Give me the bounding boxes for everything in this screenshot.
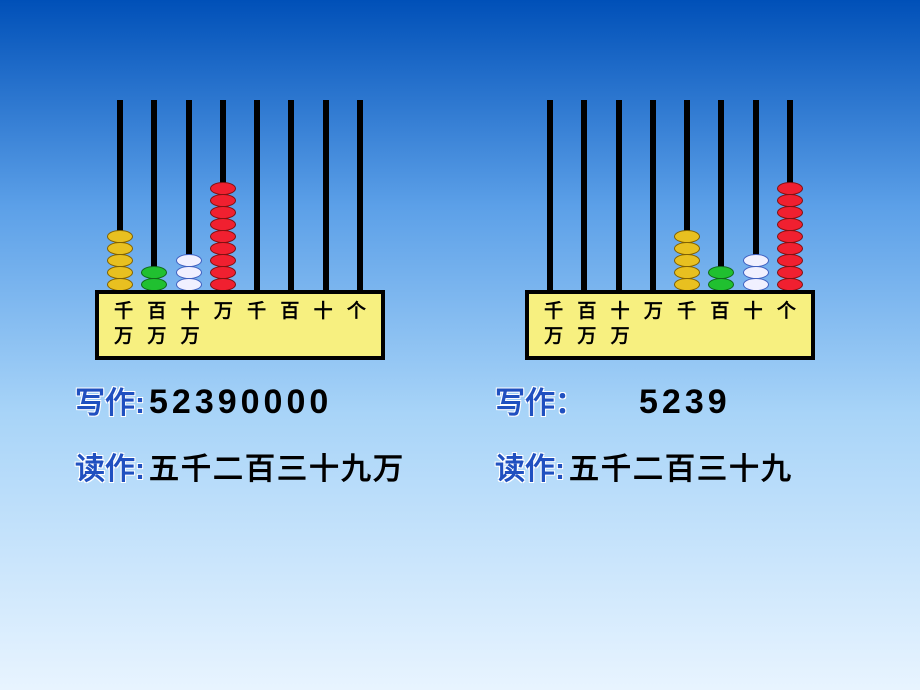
place-label: 十 [740, 300, 766, 356]
bead-stack [743, 254, 769, 290]
place-label: 十万 [177, 300, 203, 356]
bead-stack [176, 254, 202, 290]
place-label: 个 [773, 300, 799, 356]
rod [357, 100, 363, 290]
bead-stack [777, 182, 803, 290]
bead-stack [210, 182, 236, 290]
rod [288, 100, 294, 290]
left-base: 千万百万十万万千百十个 [95, 290, 385, 360]
bead-stack [141, 266, 167, 290]
right-write-value: 5239 [639, 383, 731, 422]
place-label: 万 [210, 300, 236, 356]
rod [254, 100, 260, 290]
rod [117, 100, 123, 290]
place-label: 十万 [607, 300, 633, 356]
rod [684, 100, 690, 290]
rod [547, 100, 553, 290]
rod [151, 100, 157, 290]
right-abacus-block: 千万百万十万万千百十个 写作： 5239 读作: 五千二百三十九 [495, 100, 875, 488]
rod [616, 100, 622, 290]
place-label: 百万 [574, 300, 600, 356]
right-base: 千万百万十万万千百十个 [525, 290, 815, 360]
bead-stack [708, 266, 734, 290]
right-rods [525, 100, 815, 290]
left-rods [95, 100, 385, 290]
place-label: 千 [674, 300, 700, 356]
left-write-value: 52390000 [149, 383, 332, 422]
rod [186, 100, 192, 290]
rod [581, 100, 587, 290]
right-read-value: 五千二百三十九 [569, 444, 793, 488]
left-write-label: 写作: [75, 378, 145, 422]
left-read-label: 读作: [75, 444, 145, 488]
rod [718, 100, 724, 290]
place-label: 百万 [144, 300, 170, 356]
rod [323, 100, 329, 290]
right-abacus: 千万百万十万万千百十个 [525, 100, 815, 360]
left-read-value: 五千二百三十九万 [149, 444, 405, 488]
place-label: 百 [277, 300, 303, 356]
place-label: 十 [310, 300, 336, 356]
left-write-row: 写作: 52390000 [75, 378, 455, 422]
place-label: 千万 [111, 300, 137, 356]
rod [753, 100, 759, 290]
left-abacus: 千万百万十万万千百十个 [95, 100, 385, 360]
place-label: 千 [244, 300, 270, 356]
bead-stack [674, 230, 700, 290]
left-abacus-block: 千万百万十万万千百十个 写作: 52390000 读作: 五千二百三十九万 [75, 100, 455, 488]
right-read-label: 读作: [495, 444, 565, 488]
rod [650, 100, 656, 290]
main-container: 千万百万十万万千百十个 写作: 52390000 读作: 五千二百三十九万 千万… [0, 0, 920, 488]
right-write-label: 写作： [495, 378, 585, 422]
bead-stack [107, 230, 133, 290]
place-label: 个 [343, 300, 369, 356]
rod [787, 100, 793, 290]
left-read-row: 读作: 五千二百三十九万 [75, 444, 455, 488]
right-read-row: 读作: 五千二百三十九 [495, 444, 875, 488]
right-write-row: 写作： 5239 [495, 378, 875, 422]
place-label: 千万 [541, 300, 567, 356]
place-label: 万 [640, 300, 666, 356]
place-label: 百 [707, 300, 733, 356]
rod [220, 100, 226, 290]
